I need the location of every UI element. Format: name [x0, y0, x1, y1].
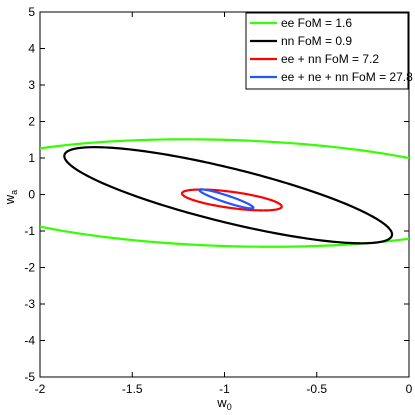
- y-tick-label: -4: [24, 334, 35, 348]
- y-tick-label: 4: [28, 42, 35, 56]
- x-tick-label: -0.5: [306, 382, 327, 396]
- legend-label-2: ee + nn FoM = 7.2: [281, 52, 379, 66]
- y-tick-label: -1: [24, 224, 35, 238]
- y-tick-label: -2: [24, 261, 35, 275]
- legend-label-3: ee + ne + nn FoM = 27.8: [281, 70, 413, 84]
- y-axis-label: wa: [2, 190, 19, 205]
- y-tick-label: 3: [28, 78, 35, 92]
- y-axis-label-main: w: [2, 194, 17, 205]
- x-axis-label-sub: 0: [227, 402, 232, 412]
- legend-label-0: ee FoM = 1.6: [281, 16, 352, 30]
- series-ellipse-2: [180, 188, 283, 212]
- series-ellipse-1: [63, 146, 394, 245]
- y-tick-label: 1: [28, 151, 35, 165]
- x-tick-label: 0: [406, 382, 413, 396]
- x-axis-label: w0: [216, 395, 231, 412]
- x-tick-label: -1.5: [122, 382, 143, 396]
- x-tick-label: -1: [219, 382, 230, 396]
- legend-label-1: nn FoM = 0.9: [281, 34, 352, 48]
- y-tick-label: 0: [28, 188, 35, 202]
- y-tick-label: 2: [28, 115, 35, 129]
- y-tick-label: 5: [28, 5, 35, 19]
- y-tick-label: -5: [24, 370, 35, 384]
- series-group: [40, 138, 409, 248]
- series-ellipse-3: [198, 188, 255, 210]
- axis-ticks: -2 -1.5 -1 -0.5 0 -5 -4 -3 -2 -1 0 1 2 3 4 5: [24, 5, 412, 396]
- y-tick-label: -3: [24, 297, 35, 311]
- x-tick-label: -2: [35, 382, 46, 396]
- legend: ee FoM = 1.6 nn FoM = 0.9 ee + nn FoM = 7.…: [245, 12, 413, 90]
- x-axis-label-main: w: [216, 395, 227, 410]
- y-axis-label-sub: a: [9, 190, 19, 195]
- series-ellipse-0: [40, 138, 409, 248]
